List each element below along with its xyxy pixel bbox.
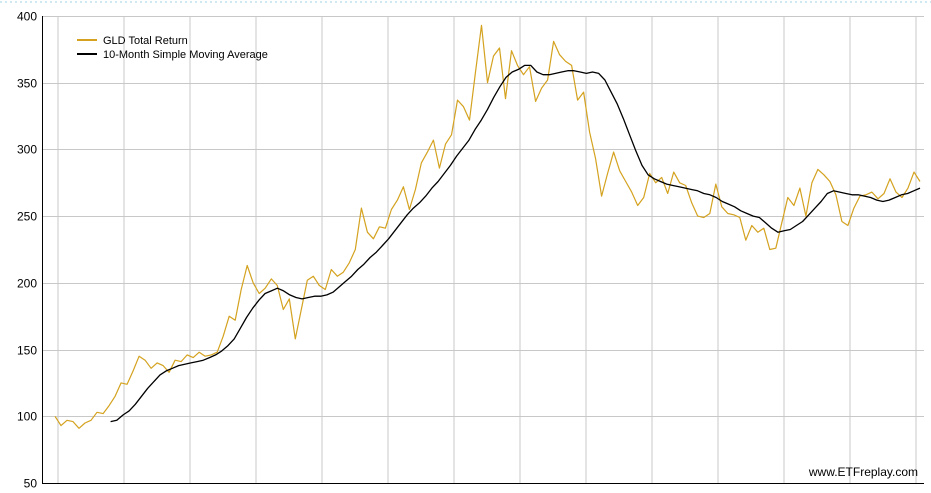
y-axis-tick-labels: 400 350 300 250 200 150 100 50 [17,10,37,491]
y-tick-label: 350 [17,77,37,91]
legend-entry-label: 10-Month Simple Moving Average [103,49,268,61]
y-tick-label: 400 [17,10,37,24]
watermark-text: www.ETFreplay.com [808,465,918,479]
axes [42,16,924,484]
y-tick-label: 250 [17,210,37,224]
y-tick-label: 50 [24,477,38,491]
y-tick-label: 150 [17,344,37,358]
gld-total-return-line [54,24,921,429]
legend: GLD Total Return 10-Month Simple Moving A… [77,35,268,61]
y-tick-label: 300 [17,143,37,157]
legend-entry-label: GLD Total Return [103,35,188,47]
y-tick-label: 100 [17,410,37,424]
series-lines [54,24,921,429]
y-tick-label: 200 [17,277,37,291]
moving-average-line [110,64,921,423]
